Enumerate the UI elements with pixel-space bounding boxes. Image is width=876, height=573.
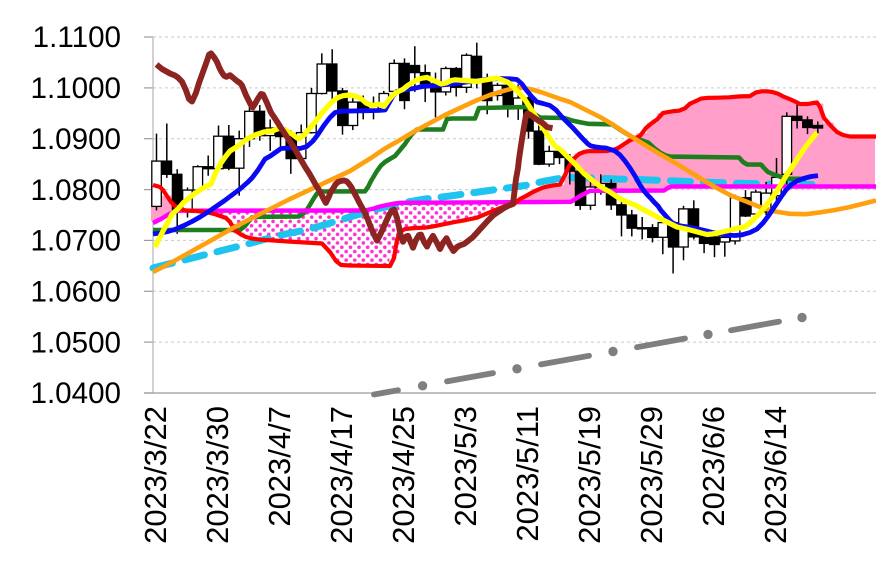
svg-text:2023/4/7: 2023/4/7 — [262, 406, 297, 527]
svg-text:2023/5/11: 2023/5/11 — [510, 406, 545, 542]
svg-text:2023/4/25: 2023/4/25 — [386, 406, 421, 544]
svg-text:1.0900: 1.0900 — [30, 123, 121, 156]
svg-text:1.0800: 1.0800 — [30, 174, 121, 207]
svg-text:2023/5/19: 2023/5/19 — [572, 406, 607, 544]
svg-text:2023/4/17: 2023/4/17 — [324, 406, 359, 544]
svg-text:2023/3/22: 2023/3/22 — [138, 406, 173, 544]
svg-text:2023/6/14: 2023/6/14 — [758, 406, 793, 544]
svg-text:1.0600: 1.0600 — [30, 276, 121, 309]
svg-text:1.0500: 1.0500 — [30, 326, 121, 359]
svg-text:1.1100: 1.1100 — [33, 21, 121, 54]
svg-text:2023/3/30: 2023/3/30 — [200, 406, 235, 544]
svg-text:2023/5/3: 2023/5/3 — [448, 406, 483, 527]
svg-text:2023/6/6: 2023/6/6 — [696, 406, 731, 527]
svg-text:1.0400: 1.0400 — [30, 377, 121, 410]
svg-text:1.0700: 1.0700 — [30, 225, 121, 258]
svg-text:1.1000: 1.1000 — [30, 72, 121, 105]
svg-text:2023/5/29: 2023/5/29 — [634, 406, 669, 544]
